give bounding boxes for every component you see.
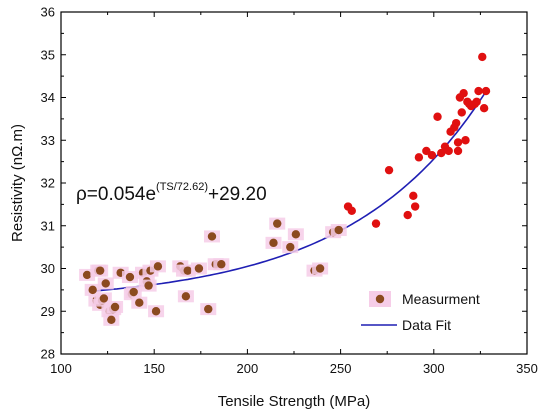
data-point [384,165,394,175]
data-point [414,153,424,162]
data-point [144,281,153,290]
data-point [151,307,161,316]
data-point [204,304,213,314]
y-tick-labels: 28 29 30 31 32 33 34 35 36 [41,5,55,362]
data-point [410,202,420,211]
x-tick-label: 150 [143,361,165,376]
data-point [451,118,461,128]
data-point [125,272,135,282]
data-point [478,52,487,62]
data-point [82,270,92,280]
data-point [181,292,191,301]
data-point [110,302,120,312]
data-point [153,262,163,271]
data-point [269,238,278,248]
data-points-layer [79,52,491,326]
y-tick-label: 29 [41,304,55,319]
data-point [194,264,204,273]
data-point [99,294,109,303]
y-axis-title: Resistivity (nΩ.m) [9,124,26,242]
data-point [457,108,466,117]
data-point [461,136,470,145]
data-point [433,112,442,121]
x-tick-label: 300 [423,361,445,376]
data-point [479,103,489,113]
data-point [107,315,116,324]
equation-tail: +29.20 [208,184,267,205]
data-point [453,138,463,147]
data-point [437,148,446,158]
x-tick-label: 250 [330,361,352,376]
y-tick-label: 36 [41,5,55,20]
data-point [403,210,412,220]
data-point [135,298,144,307]
data-point [217,260,226,269]
data-point [427,151,437,160]
data-point [129,287,138,297]
data-point [347,206,356,215]
x-axis-title: Tensile Strength (MPa) [218,393,371,410]
data-point [207,232,217,241]
data-point [444,146,453,156]
data-point [101,279,110,288]
y-tick-label: 32 [41,176,55,191]
data-point [291,230,301,239]
y-tick-label: 34 [41,90,55,105]
data-point [409,191,418,201]
legend-label-data-fit: Data Fit [402,317,451,333]
legend-marker-measurment [375,294,385,304]
x-tick-label: 200 [237,361,259,376]
data-point [474,86,483,96]
equation-base: ρ=0.054e [76,184,156,205]
y-tick-label: 30 [41,261,55,276]
axis-ticks [60,11,528,355]
data-point [371,219,381,228]
y-tick-label: 35 [41,47,55,62]
data-point [95,266,105,275]
data-point [453,146,463,156]
y-tick-label: 33 [41,133,55,148]
y-tick-label: 31 [41,218,55,233]
x-tick-label: 350 [516,361,538,376]
x-tick-label: 100 [50,361,72,376]
data-point [459,89,468,98]
legend: Measurment Data Fit [361,291,480,333]
data-point [472,97,481,106]
equation-exponent: (TS/72.62) [156,181,208,193]
data-point [273,219,282,228]
fit-equation-annotation: ρ=0.054e(TS/72.62)+29.20 [76,181,267,205]
data-point [315,264,325,273]
data-point [286,242,295,252]
data-point [334,225,343,235]
data-point [481,86,491,96]
legend-label-measurment: Measurment [402,291,480,307]
x-tick-labels: 100 150 200 250 300 350 [50,361,538,376]
fit-line-layer [90,90,487,293]
data-point [88,285,97,295]
data-point [183,266,192,275]
y-tick-label: 28 [41,347,55,362]
fit-curve [90,90,487,293]
